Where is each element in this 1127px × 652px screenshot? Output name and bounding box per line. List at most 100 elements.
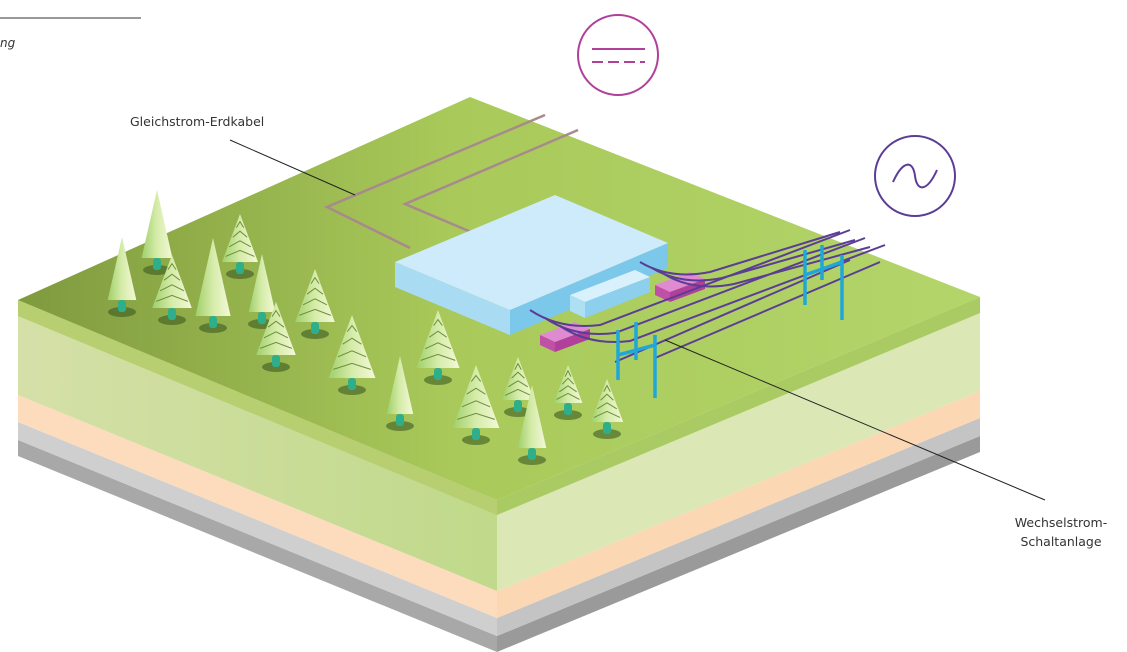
tree — [256, 302, 296, 372]
tree-crown — [195, 238, 231, 316]
shape — [555, 329, 590, 352]
tree-crown — [416, 310, 460, 368]
tree-trunk — [209, 316, 217, 328]
shape — [18, 422, 497, 636]
shape — [570, 270, 650, 302]
tree-trunk — [396, 414, 404, 426]
tree-branch — [504, 388, 532, 396]
pylons — [616, 245, 844, 398]
tree — [452, 365, 500, 445]
leader-line — [664, 339, 1046, 501]
shape — [544, 237, 866, 335]
tree-branch — [597, 402, 617, 410]
tree — [222, 214, 258, 279]
tree — [295, 269, 335, 339]
shape — [395, 195, 668, 310]
tree-crown — [141, 190, 173, 258]
shape — [497, 391, 980, 618]
shape — [18, 300, 497, 515]
block-right-side — [497, 297, 980, 652]
tree — [328, 315, 376, 395]
tree-branch — [155, 294, 189, 302]
tree — [517, 385, 547, 465]
tree-branch — [429, 330, 447, 338]
converter-hall — [395, 195, 668, 335]
tree-trunk — [272, 355, 280, 367]
tree-branch — [267, 320, 285, 328]
tree-branch — [159, 284, 185, 292]
tree-trunk — [603, 422, 611, 434]
shape — [559, 244, 886, 343]
tree-trunk — [258, 312, 266, 324]
forest — [107, 190, 624, 465]
tree-trunk — [434, 368, 442, 380]
tree-crown — [295, 269, 335, 322]
tree-crown — [248, 254, 276, 312]
tree-branch — [259, 341, 293, 349]
shape — [497, 436, 980, 652]
tree-branch — [433, 318, 443, 326]
dc-cable — [401, 128, 579, 242]
tree — [416, 310, 460, 385]
shape — [892, 163, 938, 189]
leader-line — [229, 139, 356, 196]
shape — [18, 395, 497, 618]
tree-branch — [225, 249, 255, 257]
tree-crown — [107, 237, 137, 300]
shape — [497, 297, 980, 515]
tree-crown — [553, 365, 583, 403]
tree-branch — [342, 337, 362, 345]
tree-branch — [298, 308, 332, 316]
tree-crown — [517, 385, 547, 448]
tree-branch — [232, 230, 248, 238]
tree — [141, 190, 173, 275]
tree — [501, 357, 535, 417]
tree-branch — [514, 362, 522, 370]
shape — [18, 300, 497, 591]
tree — [107, 237, 137, 317]
tree — [590, 379, 624, 439]
tree-crown — [386, 356, 414, 414]
shape — [395, 262, 510, 335]
shape — [585, 277, 650, 318]
tree-trunk — [118, 300, 126, 312]
tree-branch — [310, 276, 320, 284]
switchgear-label: Schaltanlage — [1020, 534, 1101, 549]
shape — [540, 322, 590, 342]
tree-trunk — [514, 400, 522, 412]
ac-symbol — [874, 135, 956, 217]
tree-branch — [508, 380, 528, 388]
tree — [553, 365, 583, 420]
tree-branch — [559, 385, 577, 393]
dc-symbol — [577, 14, 659, 96]
shape — [570, 295, 585, 318]
shape — [651, 239, 856, 282]
tree-crown — [152, 255, 192, 308]
shape — [497, 297, 980, 591]
tree-trunk — [528, 448, 536, 460]
tree-branch — [593, 410, 621, 418]
shape — [577, 14, 659, 96]
switchgear-label: Wechselstrom- — [1015, 515, 1107, 530]
tree-branch — [337, 350, 367, 358]
tree-branch — [470, 374, 482, 382]
tree-branch — [163, 273, 181, 281]
tree — [195, 238, 231, 333]
block-left-side — [18, 300, 497, 652]
tree-crown — [501, 357, 535, 400]
tree-trunk — [348, 378, 356, 390]
tree-branch — [461, 400, 491, 408]
tree-branch — [561, 377, 575, 385]
tree-branch — [424, 342, 452, 350]
shape — [529, 229, 851, 327]
tree-crown — [328, 315, 376, 378]
tree-trunk — [153, 258, 161, 270]
tree-branch — [228, 240, 252, 248]
tree-branch — [603, 384, 611, 392]
tree-branch — [420, 353, 456, 361]
tree-branch — [511, 371, 525, 379]
shape — [639, 231, 841, 276]
